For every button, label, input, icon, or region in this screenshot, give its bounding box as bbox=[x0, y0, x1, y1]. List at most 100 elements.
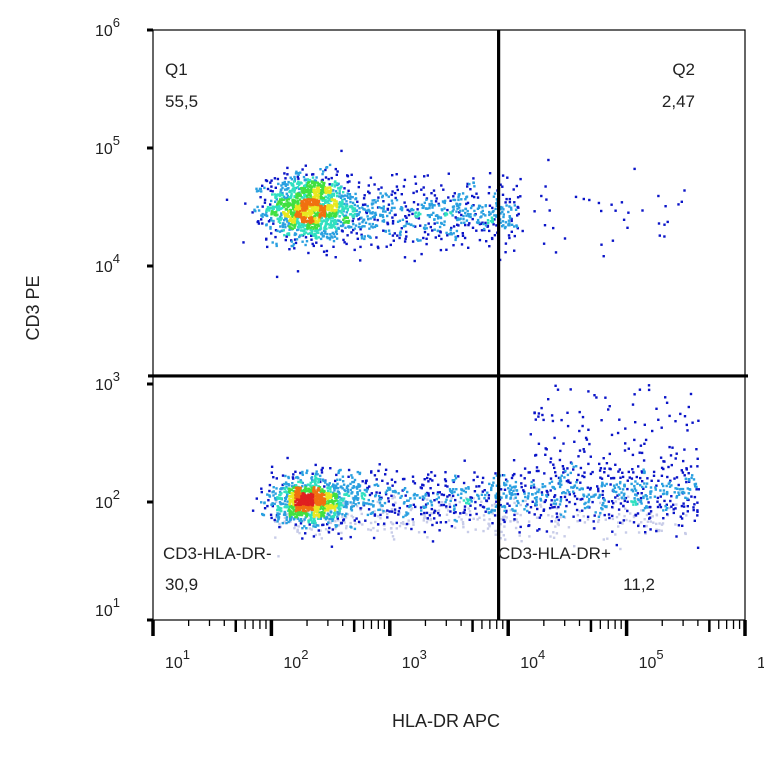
event-dot bbox=[634, 480, 637, 483]
event-dot bbox=[313, 191, 316, 194]
event-dot bbox=[452, 208, 455, 211]
event-dot bbox=[325, 166, 329, 169]
event-dot bbox=[338, 195, 341, 198]
event-dot bbox=[456, 218, 459, 222]
event-dot bbox=[655, 513, 658, 516]
x-tick-label: 104 bbox=[520, 647, 545, 672]
event-dot bbox=[307, 205, 311, 208]
event-dot bbox=[283, 520, 286, 523]
event-dot bbox=[502, 213, 505, 216]
event-dot bbox=[670, 495, 673, 498]
event-dot bbox=[478, 485, 481, 488]
event-dot bbox=[479, 222, 483, 225]
event-dot bbox=[294, 496, 297, 500]
event-dot bbox=[360, 233, 363, 236]
event-dot bbox=[388, 488, 391, 491]
event-dot bbox=[311, 182, 314, 185]
event-dot bbox=[317, 478, 320, 481]
event-dot bbox=[317, 524, 320, 527]
event-dot bbox=[276, 203, 279, 206]
event-dot bbox=[286, 513, 289, 516]
event-dot bbox=[430, 501, 433, 504]
event-dot bbox=[301, 485, 304, 488]
event-dot bbox=[332, 515, 335, 518]
event-dot bbox=[329, 222, 333, 225]
event-dot bbox=[434, 200, 438, 203]
event-dot bbox=[445, 505, 448, 508]
event-dot bbox=[355, 232, 358, 235]
event-dot bbox=[533, 513, 536, 516]
event-dot bbox=[323, 501, 326, 505]
event-dot bbox=[412, 521, 415, 524]
event-dot bbox=[311, 496, 314, 499]
event-dot bbox=[296, 207, 299, 210]
event-dot bbox=[337, 524, 340, 527]
event-dot bbox=[293, 238, 297, 241]
event-dot bbox=[323, 208, 326, 211]
event-dot bbox=[468, 518, 471, 521]
event-dot bbox=[457, 193, 461, 196]
event-dot bbox=[461, 192, 465, 195]
event-dot bbox=[543, 224, 547, 227]
event-dot bbox=[306, 224, 309, 227]
event-dot bbox=[584, 501, 587, 505]
event-dot bbox=[372, 536, 376, 540]
event-dot bbox=[333, 484, 336, 487]
event-dot bbox=[486, 219, 490, 222]
event-dot bbox=[315, 194, 318, 197]
event-dot bbox=[428, 202, 431, 206]
event-dot bbox=[677, 203, 680, 206]
event-dot bbox=[311, 242, 314, 246]
event-dot bbox=[677, 491, 680, 494]
event-dot bbox=[649, 496, 652, 499]
event-dot bbox=[467, 507, 470, 510]
event-dot bbox=[402, 515, 405, 519]
event-dot bbox=[457, 515, 461, 519]
event-dot bbox=[312, 522, 316, 525]
event-dot bbox=[276, 496, 279, 499]
event-dot bbox=[315, 188, 319, 191]
event-dot bbox=[338, 495, 341, 499]
event-dot bbox=[280, 492, 283, 495]
event-dot bbox=[292, 243, 296, 246]
event-dot bbox=[271, 504, 274, 508]
event-dot bbox=[305, 515, 308, 518]
event-dot bbox=[628, 519, 632, 523]
event-dot bbox=[464, 490, 467, 494]
tick-base: 10 bbox=[520, 655, 538, 672]
event-dot bbox=[506, 176, 509, 179]
event-dot bbox=[380, 206, 383, 210]
event-dot bbox=[422, 505, 425, 508]
event-dot bbox=[411, 240, 415, 243]
event-dot bbox=[298, 204, 301, 208]
event-dot bbox=[492, 481, 495, 484]
event-dot bbox=[349, 501, 352, 504]
event-dot bbox=[686, 429, 689, 432]
event-dot bbox=[421, 495, 425, 498]
event-dot bbox=[545, 489, 548, 493]
event-dot bbox=[524, 495, 527, 499]
event-dot bbox=[409, 497, 412, 500]
event-dot bbox=[314, 219, 317, 223]
event-dot bbox=[647, 512, 651, 515]
event-dot bbox=[271, 502, 274, 505]
event-dot bbox=[599, 476, 602, 479]
quadrant-gates bbox=[148, 30, 748, 620]
y-tick-label: 102 bbox=[95, 487, 120, 512]
event-dot bbox=[304, 216, 307, 220]
event-dot bbox=[656, 500, 659, 503]
event-dot bbox=[690, 495, 693, 498]
event-dot bbox=[301, 240, 304, 243]
event-dot bbox=[349, 195, 352, 198]
event-dot bbox=[491, 220, 495, 224]
event-dot bbox=[285, 516, 289, 519]
event-dot bbox=[296, 197, 299, 200]
event-dot bbox=[399, 207, 402, 211]
event-dot bbox=[453, 526, 457, 529]
event-dot bbox=[454, 238, 457, 242]
event-dot bbox=[631, 468, 634, 471]
event-dot bbox=[395, 185, 399, 188]
event-dot bbox=[572, 492, 576, 495]
event-dot bbox=[621, 522, 624, 525]
event-dot bbox=[265, 214, 269, 218]
